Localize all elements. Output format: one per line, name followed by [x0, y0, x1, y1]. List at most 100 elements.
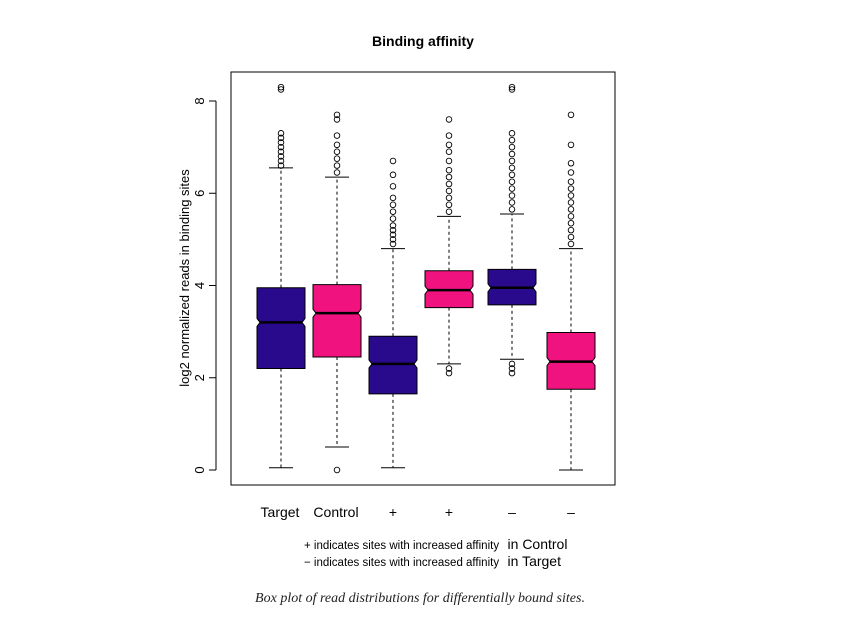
- outlier-point: [277, 83, 285, 91]
- outlier-point: [277, 153, 285, 160]
- outlier-point: [508, 157, 516, 165]
- outlier-point: [445, 194, 453, 202]
- note-2-text: − indicates sites with increased affinit…: [304, 557, 499, 569]
- y-axis-label: log2 normalized reads in binding sites: [177, 169, 192, 387]
- outlier-point: [333, 466, 341, 474]
- outlier-point: [333, 169, 341, 176]
- note-2-suffix: in Target: [508, 553, 562, 569]
- y-tick-label: 2: [192, 374, 207, 381]
- outlier-point: [277, 139, 285, 146]
- outlier-point: [333, 111, 341, 119]
- outlier-point: [445, 173, 453, 181]
- outlier-point: [567, 192, 575, 199]
- outlier-point: [567, 240, 575, 248]
- outlier-point: [508, 185, 516, 192]
- outlier-point: [508, 130, 516, 137]
- note-increased-control: + indicates sites with increased affinit…: [304, 536, 567, 553]
- outlier-point: [567, 111, 575, 119]
- box-series: [256, 83, 596, 474]
- x-tick-label: +: [445, 504, 453, 520]
- outlier-point: [567, 233, 575, 241]
- outlier-point: [508, 86, 516, 93]
- outlier-point: [567, 226, 575, 234]
- outlier-point: [445, 166, 453, 174]
- note-1-suffix: in Control: [508, 536, 568, 552]
- y-tick-label: 8: [192, 97, 207, 104]
- outlier-point: [567, 178, 575, 185]
- outlier-point: [389, 208, 397, 215]
- figure-caption: Box plot of read distributions for diffe…: [255, 591, 585, 606]
- x-tick-label: Control: [313, 504, 358, 520]
- outlier-point: [333, 155, 341, 162]
- outlier-point: [389, 183, 397, 190]
- outlier-point: [445, 141, 453, 149]
- outlier-point: [389, 231, 397, 239]
- outlier-point: [508, 150, 516, 158]
- legend-notes: + indicates sites with increased affinit…: [304, 536, 567, 570]
- outlier-point: [333, 141, 341, 149]
- box-4: [424, 116, 474, 377]
- outlier-point: [508, 178, 516, 185]
- outlier-point: [445, 116, 453, 123]
- x-tick-label: Target: [261, 504, 300, 520]
- outlier-point: [508, 360, 516, 368]
- outlier-point: [508, 199, 516, 206]
- outlier-point: [445, 208, 453, 215]
- outlier-point: [389, 201, 397, 209]
- outlier-point: [389, 226, 397, 234]
- outlier-point: [333, 116, 341, 123]
- outlier-point: [389, 222, 397, 229]
- outlier-point: [445, 369, 453, 377]
- x-tick-label: –: [508, 504, 516, 520]
- x-axis-labels: Target Control + + – –: [261, 504, 576, 520]
- outlier-point: [445, 157, 453, 165]
- outlier-point: [567, 199, 575, 206]
- outlier-point: [277, 162, 285, 169]
- outlier-point: [508, 171, 516, 179]
- outlier-point: [277, 148, 285, 155]
- y-axis: 0 2 4 6 8: [192, 97, 217, 474]
- box-3: [368, 157, 418, 469]
- outlier-point: [277, 143, 285, 151]
- outlier-point: [389, 157, 397, 165]
- y-tick-label: 6: [192, 190, 207, 197]
- box-body: [256, 287, 306, 370]
- outlier-point: [277, 157, 285, 165]
- outlier-point: [389, 240, 397, 248]
- outlier-point: [445, 148, 453, 155]
- outlier-point: [389, 194, 397, 202]
- outlier-point: [389, 236, 397, 243]
- outlier-point: [333, 132, 341, 139]
- outlier-point: [277, 86, 285, 93]
- outlier-point: [445, 132, 453, 139]
- x-tick-label: +: [389, 504, 397, 520]
- note-increased-target: − indicates sites with increased affinit…: [304, 553, 561, 570]
- note-1-text: + indicates sites with increased affinit…: [304, 540, 499, 552]
- outlier-point: [508, 164, 516, 172]
- outlier-point: [277, 130, 285, 137]
- outlier-point: [445, 180, 453, 188]
- outlier-point: [277, 134, 285, 142]
- y-tick-label: 4: [192, 282, 207, 289]
- outlier-point: [567, 219, 575, 227]
- outlier-point: [389, 171, 397, 179]
- outlier-point: [333, 148, 341, 155]
- outlier-point: [508, 143, 516, 151]
- box-2: [312, 111, 362, 474]
- outlier-point: [445, 201, 453, 209]
- box-5: [487, 83, 537, 377]
- outlier-point: [508, 83, 516, 91]
- outlier-point: [445, 187, 453, 195]
- outlier-point: [567, 206, 575, 213]
- outlier-point: [567, 169, 575, 176]
- box-6: [546, 111, 596, 471]
- outlier-point: [508, 369, 516, 377]
- box-1: [256, 83, 306, 469]
- x-tick-label: –: [567, 504, 575, 520]
- box-body: [312, 284, 362, 358]
- plot-frame: [230, 71, 616, 486]
- outlier-point: [567, 160, 575, 167]
- outlier-point: [567, 213, 575, 220]
- outlier-point: [389, 215, 397, 222]
